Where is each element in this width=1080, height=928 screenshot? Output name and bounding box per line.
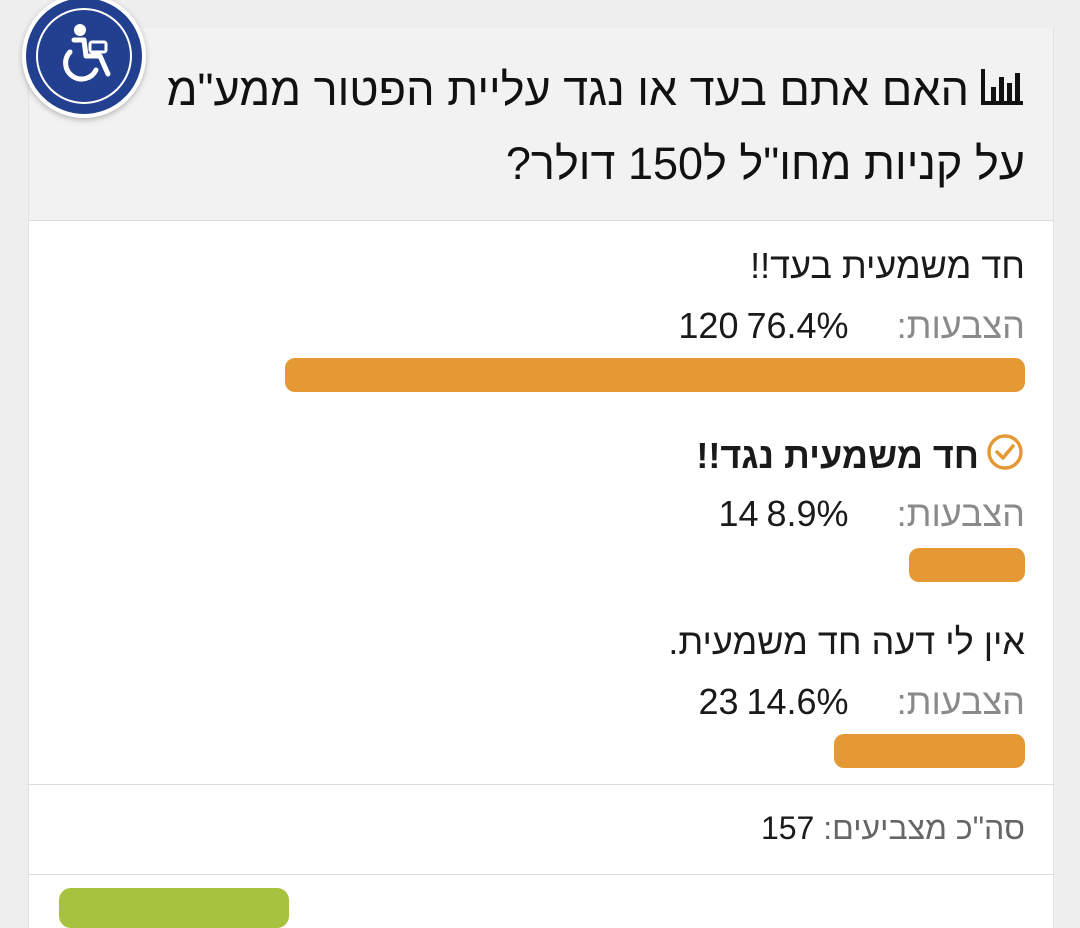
poll-title-text: האם אתם בעד או נגד עליית הפטור ממע"מ על … [166,64,1025,189]
action-button[interactable] [59,888,289,928]
option-label: חד משמעית נגד!! [696,432,1025,482]
result-bar [285,358,1025,392]
total-voters-value: 157 [760,810,815,846]
option-label: אין לי דעה חד משמעית. [668,621,1025,662]
vote-count: 14 [718,493,759,534]
option-label: חד משמעית בעד!! [750,245,1025,286]
votes-label: הצבעות: [896,493,1025,534]
vote-count: 23 [698,681,739,722]
total-voters: סה"כ מצביעים: 157 [761,806,1025,850]
bar-chart-icon [979,56,1025,128]
result-bar [909,548,1025,582]
option-stats: הצבעות: 120 76.4% [678,304,1025,348]
divider [29,784,1053,785]
check-circle-icon [985,432,1025,482]
poll-header: האם אתם בעד או נגד עליית הפטור ממע"מ על … [29,28,1053,221]
accessibility-wheelchair-icon [63,24,111,82]
vote-percent: 14.6% [746,681,849,722]
accessibility-ring [36,8,132,104]
result-bar-track [285,734,1025,768]
vote-count: 120 [678,305,739,346]
option-label-text: חד משמעית נגד!! [696,435,979,476]
poll-card: האם אתם בעד או נגד עליית הפטור ממע"מ על … [28,28,1054,928]
poll-title: האם אתם בעד או נגד עליית הפטור ממע"מ על … [145,54,1025,200]
option-stats: הצבעות: 14 8.9% [718,492,1025,536]
votes-label: הצבעות: [896,681,1025,722]
divider [29,874,1053,875]
option-stats: הצבעות: 23 14.6% [698,680,1025,724]
result-bar-track [285,548,1025,582]
accessibility-button[interactable] [22,0,146,118]
result-bar [834,734,1025,768]
vote-percent: 8.9% [766,493,849,534]
vote-percent: 76.4% [746,305,849,346]
result-bar-track [285,358,1025,392]
total-voters-label: סה"כ מצביעים: [823,810,1025,846]
votes-label: הצבעות: [896,305,1025,346]
